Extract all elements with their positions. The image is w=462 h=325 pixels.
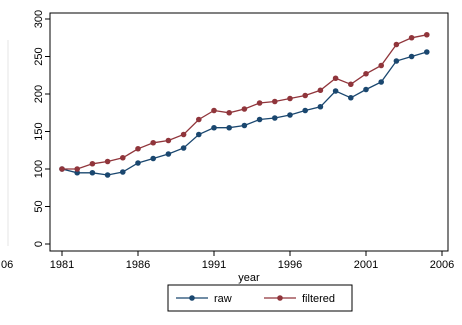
- data-point-filtered: [120, 154, 126, 161]
- legend-swatch-marker-filtered: [277, 295, 283, 301]
- data-point-raw: [272, 115, 278, 121]
- data-point-filtered: [256, 100, 263, 106]
- data-point-filtered: [378, 62, 385, 69]
- data-point-filtered: [196, 116, 202, 123]
- legend: raw filtered: [167, 284, 353, 312]
- data-point-raw: [196, 131, 202, 138]
- y-tick-label: 0: [33, 241, 45, 247]
- data-point-raw: [211, 124, 217, 131]
- data-point-raw: [150, 155, 156, 162]
- data-point-raw: [104, 172, 111, 178]
- data-point-filtered: [135, 145, 141, 152]
- data-point-raw: [165, 151, 172, 157]
- data-point-filtered: [393, 41, 400, 48]
- stray-tick-label: 06: [1, 259, 13, 271]
- x-axis-title: year: [238, 272, 260, 284]
- x-tick-label: 1986: [126, 259, 150, 271]
- data-point-filtered: [332, 75, 339, 82]
- axes: 1981 1986 1991 1996 2001 2006 year 0 50 100 150 200…: [1, 10, 454, 284]
- data-point-filtered: [211, 107, 217, 114]
- legend-label-raw: raw: [214, 293, 232, 305]
- series-filtered: [59, 31, 430, 172]
- data-point-filtered: [408, 34, 415, 41]
- data-point-raw: [363, 86, 369, 93]
- data-point-raw: [317, 103, 324, 110]
- x-tick-label: 2006: [430, 259, 454, 271]
- x-tick-label: 1996: [278, 259, 302, 271]
- data-point-raw: [378, 79, 385, 85]
- data-point-filtered: [272, 98, 278, 105]
- y-tick-label: 50: [33, 200, 45, 212]
- data-point-filtered: [363, 70, 369, 77]
- y-tick-label: 200: [33, 85, 45, 103]
- y-tick-label: 150: [33, 122, 45, 140]
- data-point-filtered: [150, 139, 156, 146]
- data-point-raw: [332, 88, 339, 94]
- data-point-raw: [89, 169, 96, 176]
- y-tick-label: 100: [33, 160, 45, 178]
- data-point-raw: [241, 122, 248, 129]
- data-point-raw: [348, 94, 354, 101]
- legend-label-filtered: filtered: [302, 293, 335, 305]
- data-point-filtered: [89, 160, 96, 167]
- data-point-raw: [302, 107, 309, 114]
- data-point-filtered: [287, 95, 293, 102]
- series-raw: [59, 49, 430, 178]
- data-point-raw: [424, 49, 430, 55]
- data-point-raw: [180, 145, 187, 151]
- data-point-raw: [256, 116, 263, 123]
- data-point-filtered: [104, 158, 111, 165]
- y-tick-label: 300: [33, 10, 45, 28]
- data-point-filtered: [59, 166, 65, 172]
- series-layer: [59, 31, 430, 178]
- y-tick-label: 250: [33, 47, 45, 65]
- data-point-filtered: [165, 137, 172, 144]
- legend-swatch-marker-raw: [189, 295, 195, 301]
- data-point-raw: [393, 58, 400, 64]
- data-point-raw: [135, 160, 141, 166]
- x-tick-label: 1991: [202, 259, 226, 271]
- x-tick-label: 1981: [50, 259, 74, 271]
- data-point-filtered: [226, 109, 232, 116]
- data-point-filtered: [348, 81, 354, 88]
- data-point-filtered: [241, 106, 248, 112]
- data-point-filtered: [302, 92, 309, 99]
- data-point-filtered: [317, 87, 324, 94]
- data-point-filtered: [424, 31, 430, 38]
- data-point-raw: [226, 124, 232, 131]
- data-point-filtered: [74, 166, 80, 172]
- data-point-filtered: [180, 131, 187, 138]
- data-point-raw: [120, 169, 126, 175]
- data-point-raw: [287, 112, 293, 118]
- x-tick-label: 2001: [354, 259, 378, 271]
- data-point-raw: [408, 53, 415, 60]
